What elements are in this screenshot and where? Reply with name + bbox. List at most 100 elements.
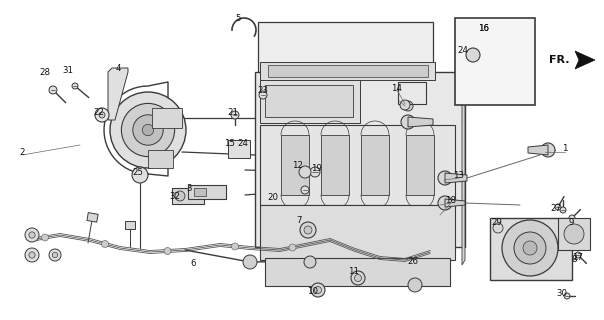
Circle shape xyxy=(53,252,58,258)
Circle shape xyxy=(315,286,321,293)
Circle shape xyxy=(132,167,148,183)
Text: 19: 19 xyxy=(310,164,321,172)
Text: 29: 29 xyxy=(492,218,503,227)
Bar xyxy=(148,150,173,168)
Circle shape xyxy=(575,252,581,258)
Text: 32: 32 xyxy=(170,191,181,201)
Circle shape xyxy=(351,271,365,285)
Circle shape xyxy=(29,252,35,258)
Text: 8: 8 xyxy=(571,255,577,265)
Text: FR.: FR. xyxy=(550,55,570,65)
Text: 2: 2 xyxy=(19,148,25,156)
Circle shape xyxy=(164,247,171,254)
Circle shape xyxy=(523,241,537,255)
Circle shape xyxy=(231,111,239,119)
Bar xyxy=(258,22,433,74)
Text: 17: 17 xyxy=(573,253,583,262)
Text: 16: 16 xyxy=(478,23,489,33)
Circle shape xyxy=(438,196,452,210)
Bar xyxy=(268,65,428,77)
Bar xyxy=(281,135,309,195)
Circle shape xyxy=(95,108,109,122)
Text: 14: 14 xyxy=(391,84,402,92)
Circle shape xyxy=(49,249,61,261)
Bar xyxy=(265,85,353,117)
Circle shape xyxy=(300,222,316,238)
Text: 20: 20 xyxy=(268,193,278,202)
Bar xyxy=(260,78,360,123)
Bar xyxy=(260,205,455,260)
Polygon shape xyxy=(445,199,465,207)
Bar xyxy=(194,188,206,196)
Circle shape xyxy=(310,167,320,177)
Circle shape xyxy=(121,103,175,156)
Circle shape xyxy=(403,101,413,111)
Circle shape xyxy=(175,191,185,201)
Text: 23: 23 xyxy=(257,85,269,94)
Circle shape xyxy=(42,234,48,241)
Bar xyxy=(152,108,182,128)
Circle shape xyxy=(72,83,78,89)
Polygon shape xyxy=(575,51,595,69)
Text: 5: 5 xyxy=(235,13,241,22)
Circle shape xyxy=(564,224,584,244)
Text: 24: 24 xyxy=(237,139,248,148)
Circle shape xyxy=(564,293,570,299)
Polygon shape xyxy=(488,61,516,75)
Bar xyxy=(228,140,250,158)
Text: 18: 18 xyxy=(446,196,457,204)
Circle shape xyxy=(289,244,296,251)
Text: 3: 3 xyxy=(186,183,191,193)
Circle shape xyxy=(555,204,561,210)
Circle shape xyxy=(401,115,415,129)
Text: 16: 16 xyxy=(478,23,489,33)
Bar xyxy=(321,135,349,195)
Text: 31: 31 xyxy=(62,66,74,75)
Bar xyxy=(260,125,455,205)
Text: 7: 7 xyxy=(296,215,302,225)
Text: 6: 6 xyxy=(190,260,196,268)
Circle shape xyxy=(299,166,311,178)
Bar xyxy=(398,82,426,104)
Text: 15: 15 xyxy=(225,139,236,148)
Circle shape xyxy=(400,100,410,110)
Circle shape xyxy=(243,255,257,269)
Circle shape xyxy=(301,186,309,194)
Polygon shape xyxy=(108,68,128,120)
Bar xyxy=(361,135,389,195)
Circle shape xyxy=(110,92,186,168)
Circle shape xyxy=(101,241,109,247)
Text: 4: 4 xyxy=(115,63,121,73)
Bar xyxy=(558,218,590,250)
Circle shape xyxy=(99,112,105,118)
Circle shape xyxy=(259,91,267,99)
Text: 27: 27 xyxy=(550,204,562,212)
Polygon shape xyxy=(445,173,467,183)
Circle shape xyxy=(514,232,546,264)
Bar xyxy=(188,185,226,199)
Text: 21: 21 xyxy=(228,108,239,116)
Text: 22: 22 xyxy=(94,108,104,116)
Circle shape xyxy=(304,226,312,234)
Circle shape xyxy=(493,223,503,233)
Text: 13: 13 xyxy=(454,171,464,180)
Polygon shape xyxy=(462,78,465,265)
Text: 9: 9 xyxy=(568,218,574,227)
Circle shape xyxy=(304,256,316,268)
Circle shape xyxy=(355,275,362,282)
Text: 12: 12 xyxy=(292,161,303,170)
Text: 28: 28 xyxy=(39,68,51,76)
Circle shape xyxy=(25,248,39,262)
Polygon shape xyxy=(125,221,135,229)
Bar xyxy=(172,188,204,204)
Bar xyxy=(260,62,435,80)
Circle shape xyxy=(311,283,325,297)
Bar xyxy=(406,135,434,195)
Text: 30: 30 xyxy=(556,290,568,299)
Circle shape xyxy=(541,143,555,157)
Bar xyxy=(265,258,450,286)
Circle shape xyxy=(49,86,57,94)
Polygon shape xyxy=(408,117,433,127)
Circle shape xyxy=(569,215,575,221)
Circle shape xyxy=(438,171,452,185)
